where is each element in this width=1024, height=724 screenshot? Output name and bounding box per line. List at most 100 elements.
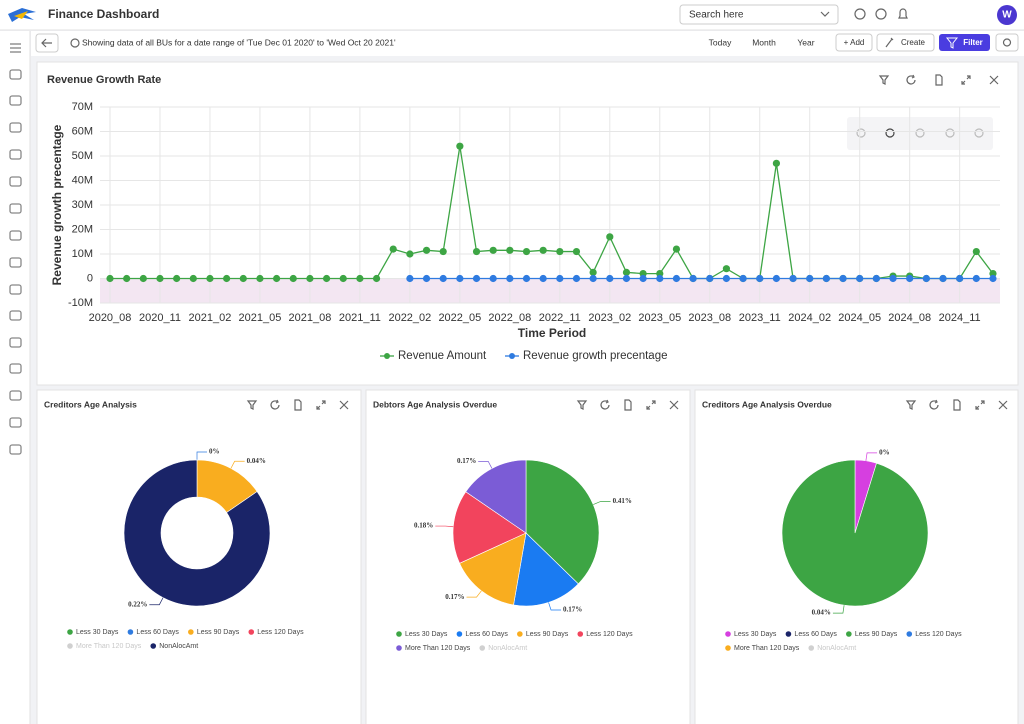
legend-marker[interactable]: [396, 631, 402, 637]
zoom-tool-icon[interactable]: [945, 128, 955, 138]
legend-marker[interactable]: [479, 645, 486, 651]
legend-label[interactable]: More Than 120 Days: [76, 643, 142, 650]
legend-label[interactable]: Less 120 Days: [257, 629, 304, 636]
export-icon[interactable]: [935, 74, 943, 86]
nav-icon[interactable]: [9, 310, 22, 321]
nav-icon[interactable]: [9, 390, 22, 401]
nav-icon[interactable]: [9, 176, 22, 187]
leader-line: [435, 525, 454, 528]
y-tick-label: 10M: [72, 248, 93, 260]
legend-marker[interactable]: [396, 645, 402, 651]
legend-label[interactable]: Less 90 Days: [526, 631, 569, 638]
data-point: [289, 274, 297, 283]
data-point: [372, 274, 381, 283]
settings-button[interactable]: [995, 33, 1019, 52]
chart-title: Creditors Age Analysis: [44, 399, 137, 409]
legend-marker[interactable]: [127, 629, 134, 635]
x-tick-label: 2021_02: [189, 312, 232, 324]
legend-label[interactable]: Less 30 Days: [734, 631, 777, 638]
expand-icon[interactable]: [961, 75, 971, 85]
close-icon[interactable]: [989, 75, 999, 85]
legend-marker[interactable]: [725, 645, 731, 651]
legend-label[interactable]: Less 60 Days: [794, 631, 837, 638]
search-box[interactable]: [679, 4, 839, 25]
legend-marker[interactable]: [456, 631, 463, 637]
nav-icon[interactable]: [9, 363, 22, 374]
legend-label[interactable]: Less 120 Days: [586, 631, 633, 638]
legend-marker[interactable]: [906, 631, 913, 637]
nav-icon[interactable]: [9, 284, 22, 295]
close-icon[interactable]: [339, 400, 349, 410]
zoom-tool-icon[interactable]: [856, 128, 866, 138]
legend-label[interactable]: Less 90 Days: [855, 631, 898, 638]
data-point: [456, 274, 464, 283]
add-button[interactable]: [835, 33, 873, 52]
legend-marker[interactable]: [150, 643, 157, 649]
filter-icon[interactable]: [905, 400, 917, 410]
create-icon: [885, 37, 894, 48]
filter-icon[interactable]: [246, 400, 258, 410]
leader-line: [593, 501, 611, 505]
zoom-tool-icon[interactable]: [885, 128, 895, 138]
nav-icon[interactable]: [9, 122, 22, 133]
today-button[interactable]: Today: [709, 37, 732, 47]
legend-label[interactable]: NonAlocAmt: [159, 643, 198, 650]
x-axis-title: Time Period: [518, 326, 586, 340]
refresh-icon[interactable]: [270, 399, 280, 410]
legend-marker[interactable]: [785, 631, 792, 637]
refresh-icon[interactable]: [906, 74, 916, 85]
export-icon[interactable]: [624, 399, 632, 411]
nav-icon[interactable]: [9, 149, 22, 160]
data-point: [589, 274, 597, 283]
nav-icon[interactable]: [9, 230, 22, 241]
legend-label[interactable]: Less 90 Days: [197, 629, 240, 636]
refresh-icon[interactable]: [600, 399, 610, 410]
legend-marker[interactable]: [577, 631, 584, 637]
legend-marker[interactable]: [808, 645, 815, 651]
create-label: Create: [901, 38, 926, 47]
legend-marker[interactable]: [248, 629, 255, 635]
legend-marker[interactable]: [517, 631, 523, 637]
month-button[interactable]: Month: [752, 37, 776, 47]
help-icon[interactable]: [875, 8, 887, 20]
year-button[interactable]: Year: [797, 37, 814, 47]
nav-icon[interactable]: [9, 69, 22, 80]
close-icon[interactable]: [998, 400, 1008, 410]
refresh-icon[interactable]: [929, 399, 939, 410]
legend-label[interactable]: More Than 120 Days: [734, 645, 800, 652]
bell-icon[interactable]: [898, 8, 908, 19]
legend-label[interactable]: NonAlocAmt: [488, 645, 527, 652]
nav-icon[interactable]: [9, 95, 22, 106]
legend-marker[interactable]: [725, 631, 731, 637]
legend-label[interactable]: Less 30 Days: [76, 629, 119, 636]
data-point: [273, 274, 281, 283]
nav-icon[interactable]: [9, 337, 22, 348]
legend-label[interactable]: Less 60 Days: [465, 631, 508, 638]
legend-label[interactable]: More Than 120 Days: [405, 645, 471, 652]
data-point: [822, 274, 830, 283]
legend-marker[interactable]: [846, 631, 852, 637]
legend-marker[interactable]: [188, 629, 194, 635]
legend-label[interactable]: Less 60 Days: [136, 629, 179, 636]
filter-icon[interactable]: [878, 75, 890, 85]
export-icon[interactable]: [953, 399, 961, 411]
export-icon[interactable]: [294, 399, 302, 411]
nav-icon[interactable]: [9, 203, 22, 214]
legend-label[interactable]: Less 120 Days: [915, 631, 962, 638]
legend-marker[interactable]: [67, 643, 73, 649]
nav-icon[interactable]: [9, 417, 22, 428]
expand-icon[interactable]: [975, 400, 985, 410]
zoom-tool-icon[interactable]: [974, 128, 984, 138]
legend-label[interactable]: NonAlocAmt: [817, 645, 856, 652]
filter-icon[interactable]: [576, 400, 588, 410]
nav-icon[interactable]: [9, 257, 22, 268]
close-icon[interactable]: [669, 400, 679, 410]
legend-marker[interactable]: [67, 629, 73, 635]
expand-icon[interactable]: [316, 400, 326, 410]
nav-icon[interactable]: [9, 444, 22, 455]
avatar[interactable]: [997, 5, 1017, 25]
legend-label[interactable]: Less 30 Days: [405, 631, 448, 638]
expand-icon[interactable]: [646, 400, 656, 410]
globe-icon[interactable]: [854, 8, 866, 20]
zoom-tool-icon[interactable]: [915, 128, 925, 138]
